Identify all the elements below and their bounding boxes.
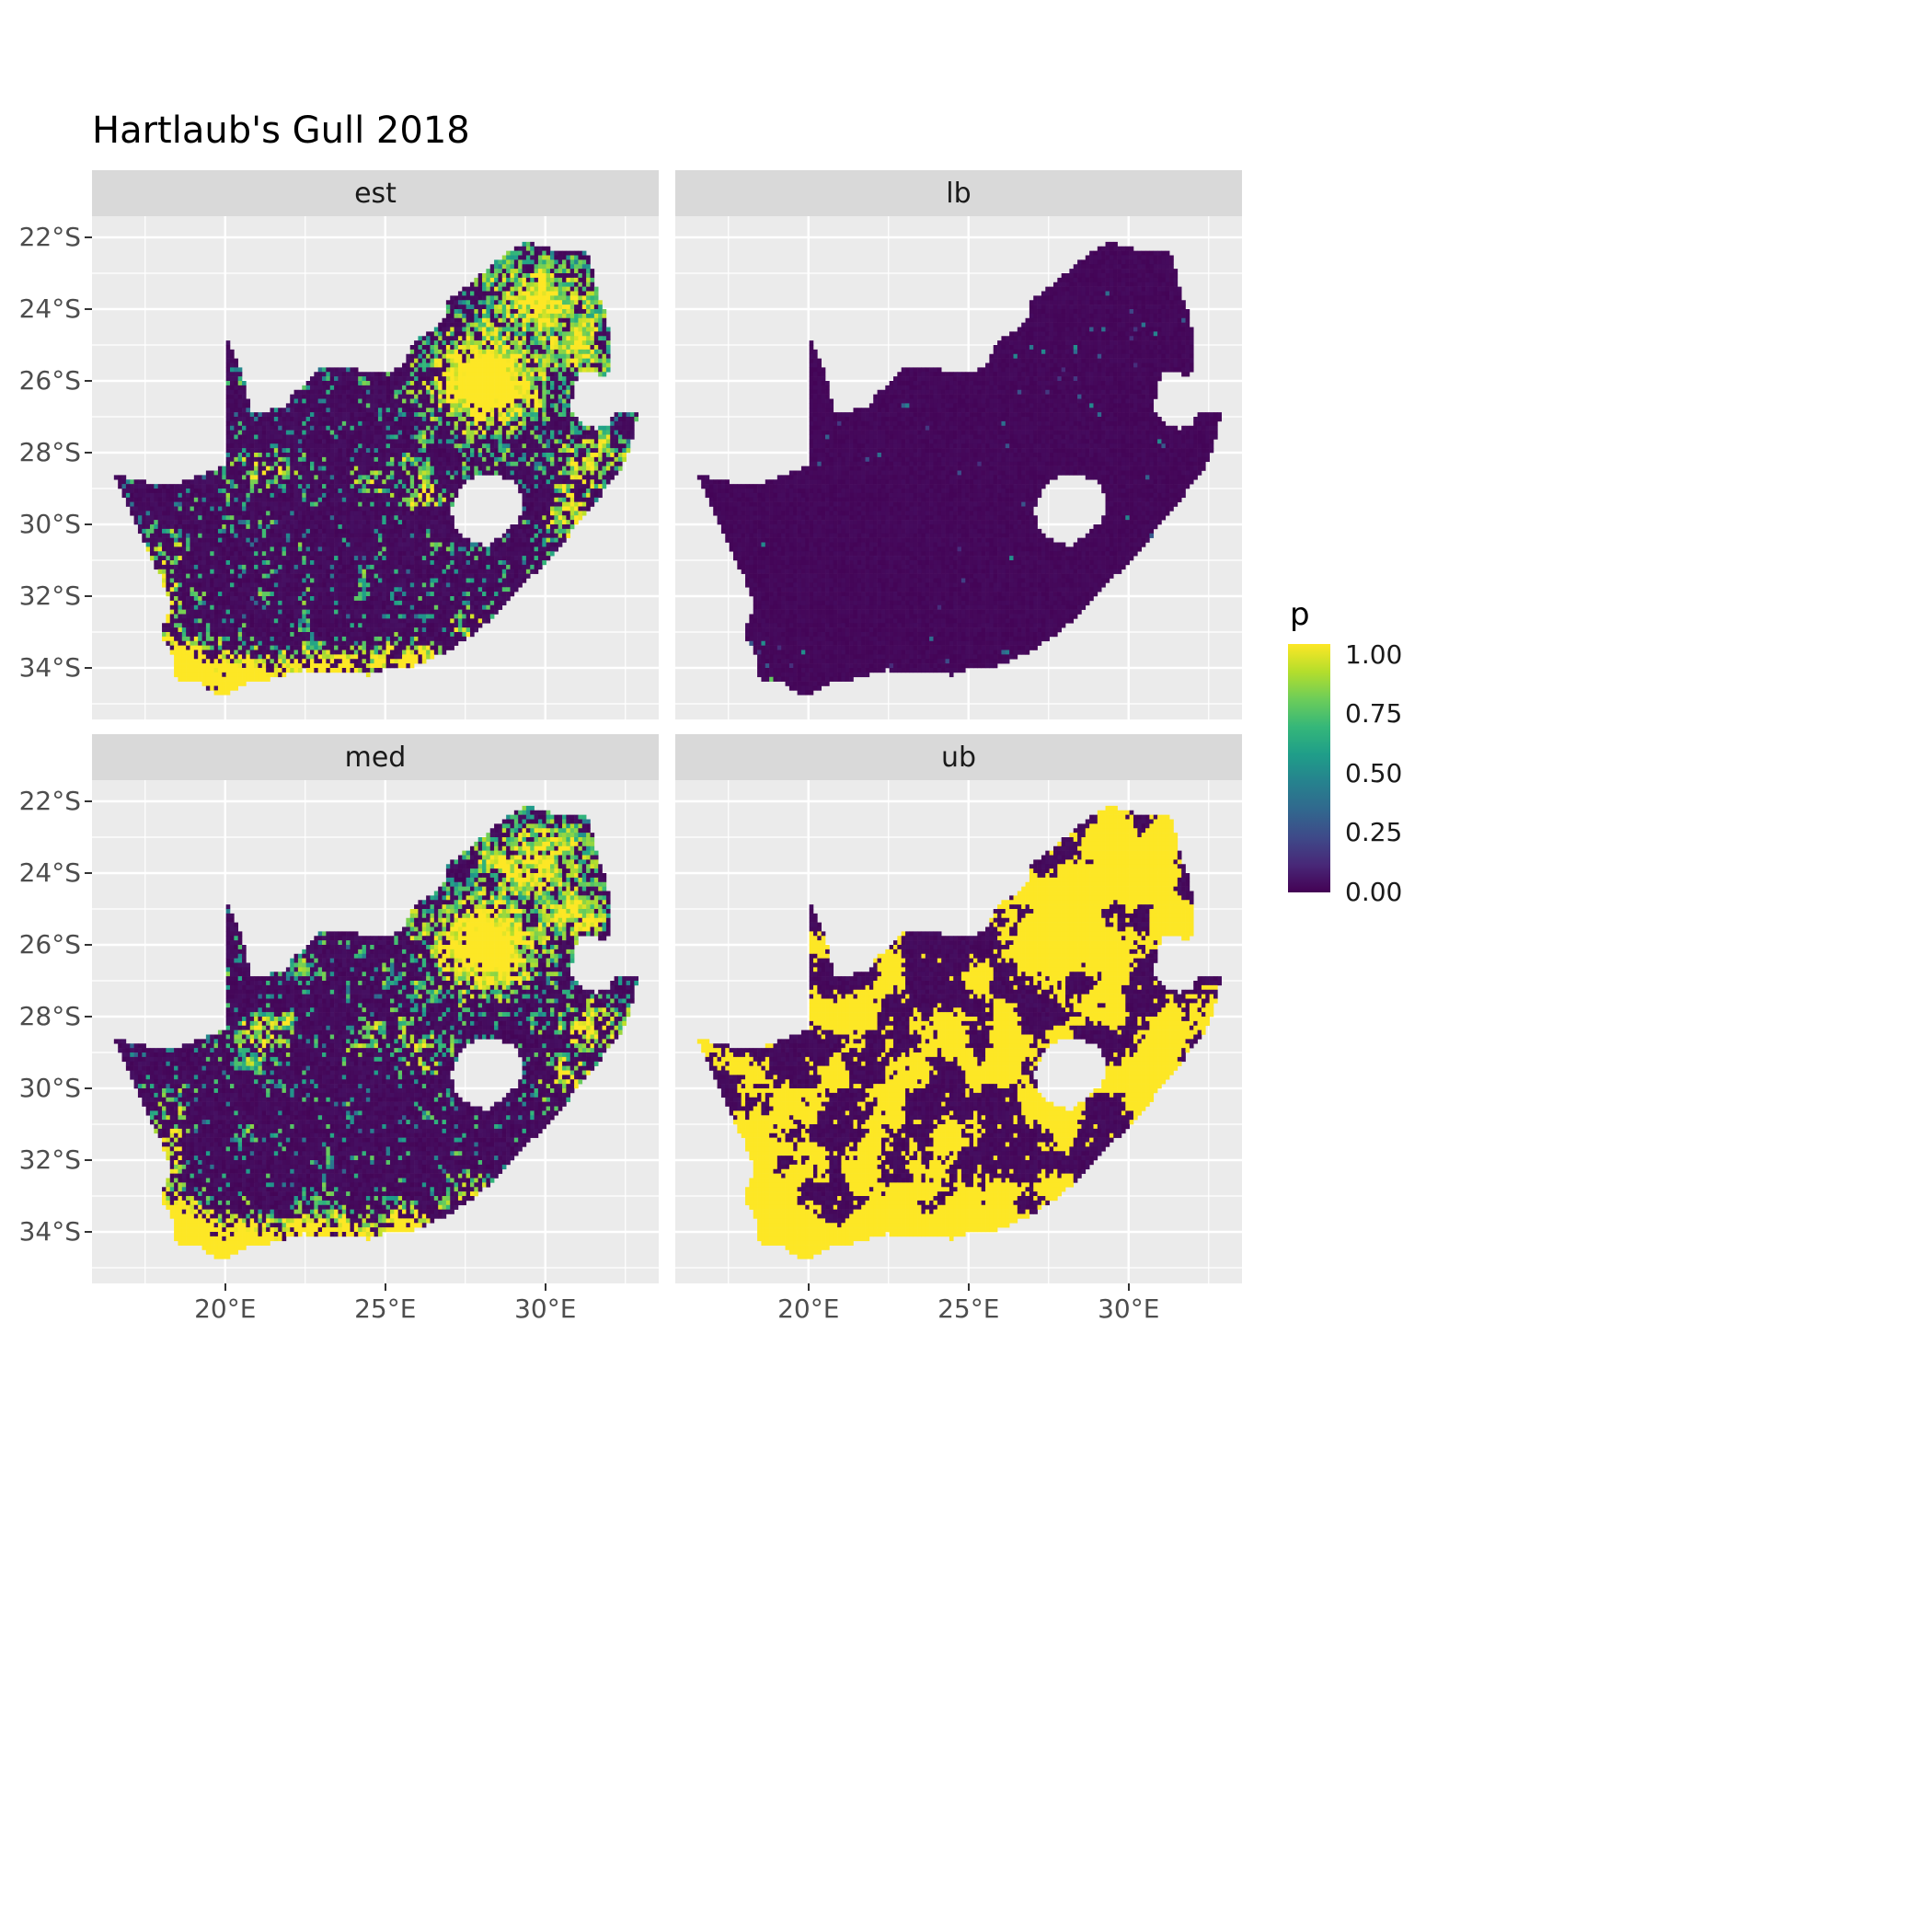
y-axis-tick-label: 34°S — [18, 652, 81, 683]
y-axis-tick-mark — [85, 871, 92, 875]
map-panel-ub — [675, 780, 1242, 1283]
map-panel-lb — [675, 216, 1242, 719]
y-axis-tick-label: 32°S — [18, 581, 81, 611]
y-axis-tick-label: 30°S — [18, 1073, 81, 1103]
x-axis-tick-label: 25°E — [937, 1294, 1000, 1324]
map-panel-est — [92, 216, 659, 719]
legend-colorbar — [1288, 644, 1330, 892]
map-panel-med — [92, 780, 659, 1283]
y-axis-tick-label: 30°S — [18, 509, 81, 539]
legend-label-0.00: 0.00 — [1345, 877, 1403, 907]
y-axis-tick-mark — [85, 1087, 92, 1090]
facet-strip-label-est: est — [354, 177, 397, 210]
y-axis-tick-label: 32°S — [18, 1144, 81, 1175]
facet-strip-label-lb: lb — [946, 177, 972, 210]
facet-strip-med: med — [92, 734, 659, 780]
y-axis-tick-label: 28°S — [18, 437, 81, 467]
legend-label-1.00: 1.00 — [1345, 639, 1403, 670]
y-axis-tick-mark — [85, 799, 92, 803]
x-axis-tick-mark — [967, 1283, 970, 1291]
x-axis-tick-mark — [384, 1283, 386, 1291]
x-axis-tick-mark — [807, 1283, 810, 1291]
legend-label-0.75: 0.75 — [1345, 698, 1403, 729]
y-axis-tick-mark — [85, 307, 92, 311]
y-axis-tick-mark — [85, 943, 92, 947]
y-axis-tick-mark — [85, 379, 92, 383]
y-axis-tick-mark — [85, 666, 92, 670]
y-axis-tick-mark — [85, 1015, 92, 1018]
y-axis-tick-label: 26°S — [18, 929, 81, 960]
x-axis-tick-label: 30°E — [1098, 1294, 1160, 1324]
y-axis-tick-label: 24°S — [18, 293, 81, 324]
facet-strip-est: est — [92, 170, 659, 216]
legend-title: p — [1290, 596, 1310, 633]
y-axis-tick-label: 22°S — [18, 222, 81, 252]
y-axis-tick-mark — [85, 594, 92, 598]
x-axis-tick-mark — [544, 1283, 546, 1291]
facet-strip-ub: ub — [675, 734, 1242, 780]
y-axis-tick-mark — [85, 1158, 92, 1162]
x-axis-tick-label: 25°E — [354, 1294, 417, 1324]
y-axis-tick-label: 22°S — [18, 786, 81, 816]
facet-strip-label-ub: ub — [940, 741, 977, 774]
y-axis-tick-mark — [85, 451, 92, 454]
x-axis-tick-label: 20°E — [194, 1294, 257, 1324]
y-axis-tick-mark — [85, 523, 92, 526]
facet-strip-label-med: med — [344, 741, 407, 774]
facet-strip-lb: lb — [675, 170, 1242, 216]
x-axis-tick-mark — [224, 1283, 226, 1291]
plot-title: Hartlaub's Gull 2018 — [92, 109, 470, 152]
x-axis-tick-label: 30°E — [514, 1294, 577, 1324]
legend-label-0.50: 0.50 — [1345, 758, 1403, 788]
y-axis-tick-mark — [85, 1230, 92, 1234]
y-axis-tick-label: 34°S — [18, 1216, 81, 1247]
y-axis-tick-mark — [85, 236, 92, 239]
x-axis-tick-mark — [1127, 1283, 1130, 1291]
y-axis-tick-label: 26°S — [18, 365, 81, 396]
x-axis-tick-label: 20°E — [777, 1294, 840, 1324]
y-axis-tick-label: 24°S — [18, 857, 81, 888]
legend-label-0.25: 0.25 — [1345, 817, 1403, 847]
y-axis-tick-label: 28°S — [18, 1001, 81, 1031]
